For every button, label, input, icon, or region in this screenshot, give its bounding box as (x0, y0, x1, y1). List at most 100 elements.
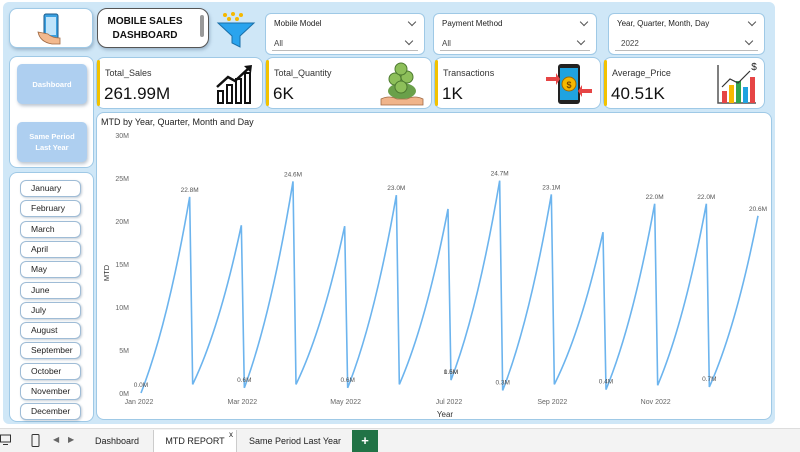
chevron-down-icon[interactable] (576, 36, 586, 46)
kpi-accent-bar (604, 60, 607, 106)
divider (272, 50, 418, 51)
same-period-button[interactable]: Same Period Last Year (17, 122, 87, 162)
money-stack-icon (380, 62, 424, 106)
tab-dashboard[interactable]: Dashboard (94, 436, 140, 446)
data-label: 0.3M (495, 379, 509, 386)
chevron-down-icon[interactable] (744, 36, 754, 46)
chart-title: MTD by Year, Quarter, Month and Day (101, 117, 254, 127)
divider (440, 50, 590, 51)
data-label: 20.6M (749, 206, 767, 213)
divider (615, 50, 758, 51)
nav-panel: Dashboard Same Period Last Year (9, 56, 94, 168)
filter-value: All (442, 39, 451, 48)
filter-payment-method[interactable]: Payment Method All (433, 13, 597, 55)
data-label: 0.7M (702, 376, 716, 383)
kpi-value: 1K (442, 84, 463, 103)
filter-mobile-model[interactable]: Mobile Model All (265, 13, 425, 55)
data-label: 0.4M (599, 379, 613, 386)
month-march[interactable]: March (20, 220, 81, 238)
title-line2: DASHBOARD (112, 30, 178, 41)
bar-chart-dollar-icon: $ (717, 62, 757, 104)
filter-icon-card[interactable] (213, 10, 259, 50)
month-october[interactable]: October (20, 362, 81, 380)
month-may[interactable]: May (20, 261, 81, 279)
next-page-icon[interactable]: ▶ (68, 435, 75, 444)
title-card: MOBILE SALES DASHBOARD (97, 8, 209, 48)
y-tick-label: 30M (115, 133, 129, 140)
data-label: 22.8M (181, 187, 199, 194)
tab-label: MTD REPORT (165, 436, 225, 446)
prev-page-icon[interactable]: ◀ (53, 435, 60, 444)
kpi-transactions: Transactions 1K $ (434, 57, 601, 109)
svg-text:$: $ (566, 80, 571, 90)
data-label: 23.0M (387, 185, 405, 192)
x-axis-label: Year (437, 410, 454, 419)
data-label: 0.6M (237, 377, 251, 384)
kpi-label: Total_Sales (105, 68, 152, 78)
month-february[interactable]: February (20, 200, 81, 218)
data-label: 23.1M (542, 184, 560, 191)
phone-view-icon[interactable] (31, 434, 41, 447)
data-label: 1.5M (444, 369, 458, 376)
phone-hand-icon (37, 13, 61, 45)
month-july[interactable]: July (20, 301, 81, 319)
data-label: 24.7M (491, 171, 509, 178)
svg-text:$: $ (751, 62, 757, 73)
data-label: 24.6M (284, 171, 302, 178)
month-august[interactable]: August (20, 322, 81, 340)
month-april[interactable]: April (20, 240, 81, 258)
chevron-down-icon[interactable] (747, 17, 757, 27)
add-page-button[interactable]: + (352, 430, 378, 452)
kpi-total-quantity: Total_Quantity 6K (265, 57, 432, 109)
month-september[interactable]: September (20, 342, 81, 360)
kpi-label: Total_Quantity (274, 68, 332, 78)
tab-same-period[interactable]: Same Period Last Year (248, 436, 342, 446)
month-december[interactable]: December (20, 403, 81, 421)
page-tab-bar: ◀ ▶ Dashboard MTD REPORT x Same Period L… (0, 428, 800, 452)
x-tick-label: May 2022 (330, 399, 361, 406)
kpi-accent-bar (97, 60, 100, 106)
x-tick-label: Sep 2022 (537, 399, 567, 406)
filter-label: Payment Method (442, 19, 503, 28)
title-scroll-marker (200, 15, 204, 37)
chevron-down-icon[interactable] (579, 17, 589, 27)
chevron-down-icon[interactable] (404, 36, 414, 46)
filter-value: All (274, 39, 283, 48)
data-label: 22.0M (646, 194, 664, 201)
y-axis-label: MTD (102, 264, 111, 281)
kpi-value: 40.51K (611, 84, 665, 103)
y-tick-label: 20M (115, 219, 129, 226)
tab-mtd-report[interactable]: MTD REPORT x (153, 430, 237, 452)
mtd-series-line (140, 180, 759, 394)
data-label: 0.0M (134, 382, 148, 389)
x-tick-label: Jul 2022 (436, 399, 463, 406)
data-label: 0.6M (444, 369, 458, 376)
mobile-payment-icon: $ (546, 64, 592, 104)
y-tick-label: 0M (119, 391, 129, 398)
filter-label: Year, Quarter, Month, Day (617, 19, 710, 28)
close-icon[interactable]: x (229, 430, 233, 439)
kpi-value: 6K (273, 84, 294, 103)
kpi-average-price: Average_Price 40.51K $ (603, 57, 765, 109)
kpi-accent-bar (435, 60, 438, 106)
y-tick-label: 10M (115, 305, 129, 312)
filter-label: Mobile Model (274, 19, 322, 28)
kpi-accent-bar (266, 60, 269, 106)
x-tick-label: Jan 2022 (125, 399, 154, 406)
month-june[interactable]: June (20, 281, 81, 299)
kpi-label: Transactions (443, 68, 495, 78)
y-tick-label: 5M (119, 348, 129, 355)
logo-card (9, 8, 93, 48)
kpi-total-sales: Total_Sales 261.99M (96, 57, 263, 109)
filter-funnel-icon (216, 12, 256, 48)
chevron-down-icon[interactable] (407, 17, 417, 27)
dashboard-button[interactable]: Dashboard (17, 64, 87, 104)
data-label: 0.6M (340, 377, 354, 384)
month-january[interactable]: January (20, 180, 81, 197)
month-november[interactable]: November (20, 383, 81, 400)
filter-date-hierarchy[interactable]: Year, Quarter, Month, Day 2022 (608, 13, 765, 55)
kpi-value: 261.99M (104, 84, 171, 103)
desktop-view-icon[interactable] (0, 434, 12, 446)
mtd-chart-card: MTD by Year, Quarter, Month and Day 0M 5M… (96, 112, 772, 420)
